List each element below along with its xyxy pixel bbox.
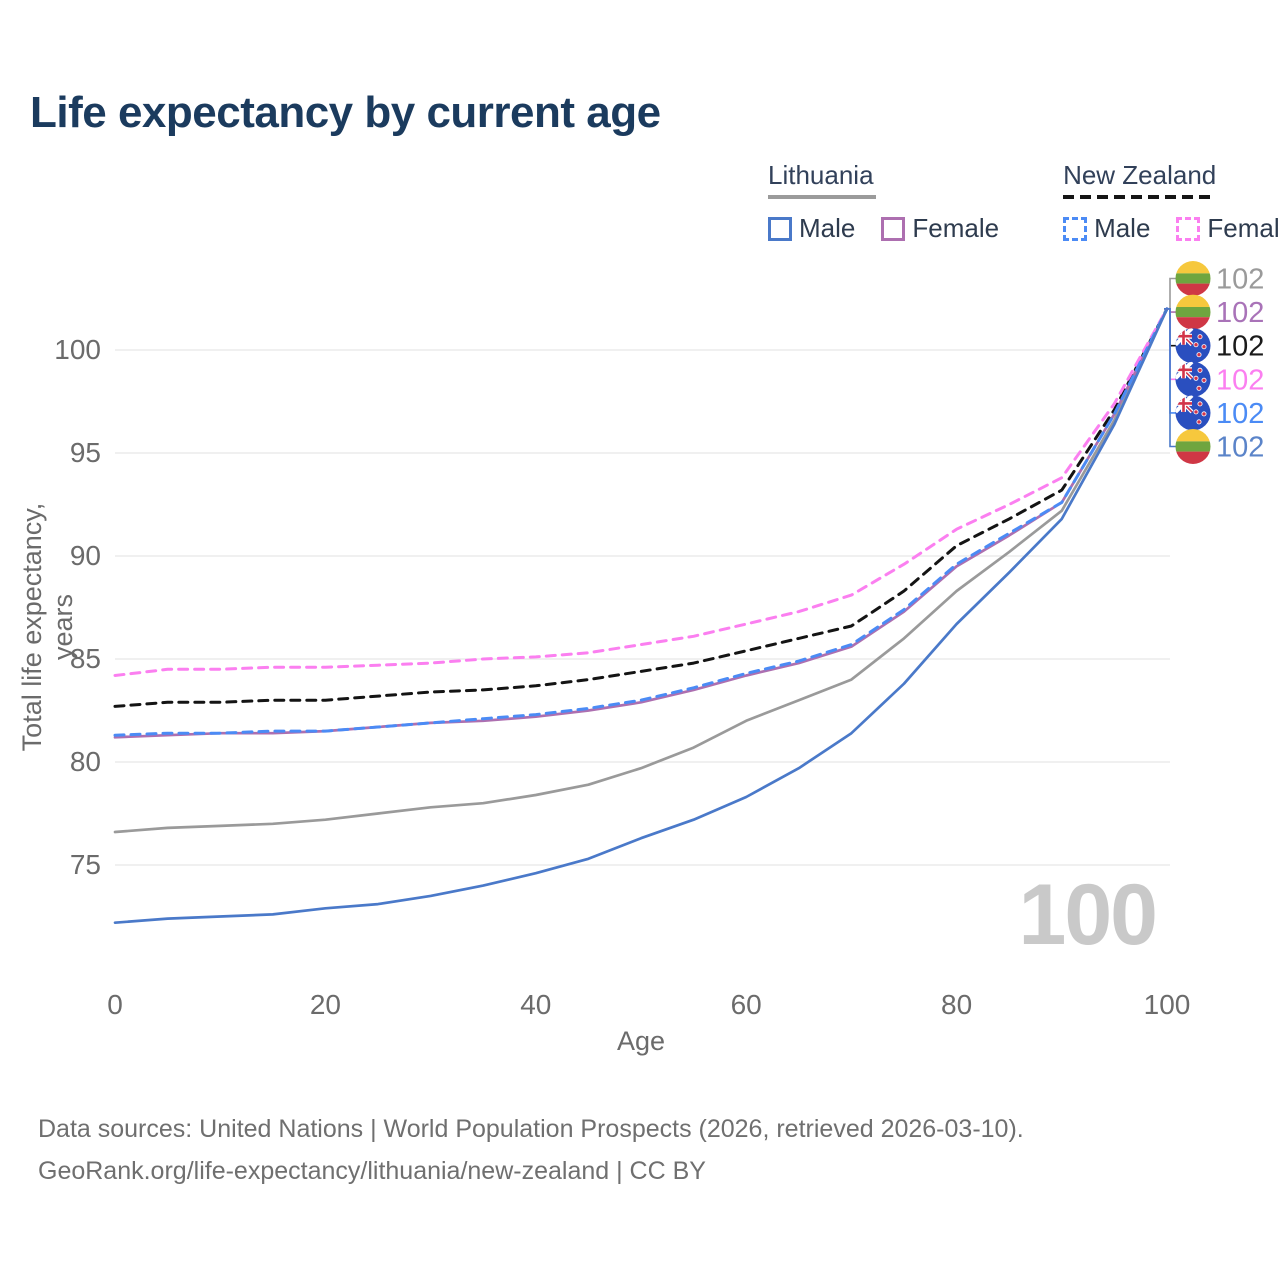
x-tick-label: 80 [941,989,972,1020]
legend-group-lithuania: Lithuania Male Female [768,160,999,244]
x-tick-label: 100 [1144,989,1191,1020]
new-zealand-female-swatch-icon [1176,216,1201,241]
legend-item-new-zealand-male[interactable]: Male [1063,213,1150,244]
age-counter-watermark: 100 [1018,867,1159,963]
series-line-new-zealand-male[interactable] [113,307,1169,737]
legend-group-label: New Zealand [1063,160,1217,190]
end-value-label: 102 [1216,331,1264,363]
series-line-lithuania-total[interactable] [113,307,1169,834]
end-leader-line [1164,307,1176,448]
legend-item-label: Female [1207,213,1280,243]
series-line-lithuania-female[interactable] [113,307,1169,739]
y-tick-label: 95 [70,437,101,468]
new-zealand-flag-icon [1175,328,1211,364]
data-sources-text: Data sources: United Nations | World Pop… [38,1115,1024,1143]
y-tick-label: 90 [70,540,101,571]
y-tick-label: 85 [70,643,101,674]
page-title: Life expectancy by current age [30,88,661,137]
new-zealand-flag-icon [1175,361,1211,397]
legend-item-label: Male [799,213,856,243]
legend: Lithuania Male Female New Zealand [768,160,1280,244]
lithuania-flag-icon [1175,261,1211,296]
series-line-new-zealand-female[interactable] [113,307,1169,677]
lithuania-solid-line-swatch [768,195,876,199]
x-tick-label: 60 [731,989,762,1020]
end-value-label: 102 [1216,398,1264,430]
attribution-text: GeoRank.org/life-expectancy/lithuania/ne… [38,1157,706,1185]
legend-item-lithuania-male[interactable]: Male [768,213,855,244]
lithuania-male-swatch-icon [768,216,792,241]
x-axis-title: Age [617,1026,665,1056]
new-zealand-flag-icon [1175,395,1211,431]
series-line-lithuania-male[interactable] [113,307,1169,925]
y-axis-title: Total life expectancy, years [17,502,78,752]
end-value-label: 102 [1216,264,1264,296]
lithuania-flag-icon [1175,429,1211,464]
end-value-label: 102 [1216,364,1264,396]
y-tick-label: 80 [70,746,101,777]
end-value-label: 102 [1216,297,1264,329]
x-tick-label: 20 [310,989,341,1020]
y-tick-label: 75 [70,849,101,880]
footer: Data sources: United Nations | World Pop… [38,1108,1024,1192]
legend-group-title-lithuania: Lithuania [768,160,999,203]
lithuania-flag-icon [1175,294,1211,330]
x-tick-label: 0 [107,989,123,1020]
new-zealand-male-swatch-icon [1063,216,1088,241]
lithuania-female-swatch-icon [881,216,906,241]
legend-item-lithuania-female[interactable]: Female [881,213,999,244]
end-leader-line [1164,277,1176,310]
legend-item-label: Female [912,213,1000,243]
new-zealand-dashed-line-swatch [1063,195,1214,199]
legend-group-label: Lithuania [768,160,874,190]
y-tick-label: 100 [54,334,101,365]
legend-group-new-zealand: New Zealand Male Female [1063,160,1280,244]
x-tick-label: 40 [520,989,551,1020]
legend-item-new-zealand-female[interactable]: Female [1176,213,1280,244]
end-value-label: 102 [1216,432,1264,464]
legend-item-label: Male [1094,213,1151,243]
legend-group-title-new-zealand: New Zealand [1063,160,1280,203]
series-line-new-zealand-total[interactable] [113,307,1169,708]
